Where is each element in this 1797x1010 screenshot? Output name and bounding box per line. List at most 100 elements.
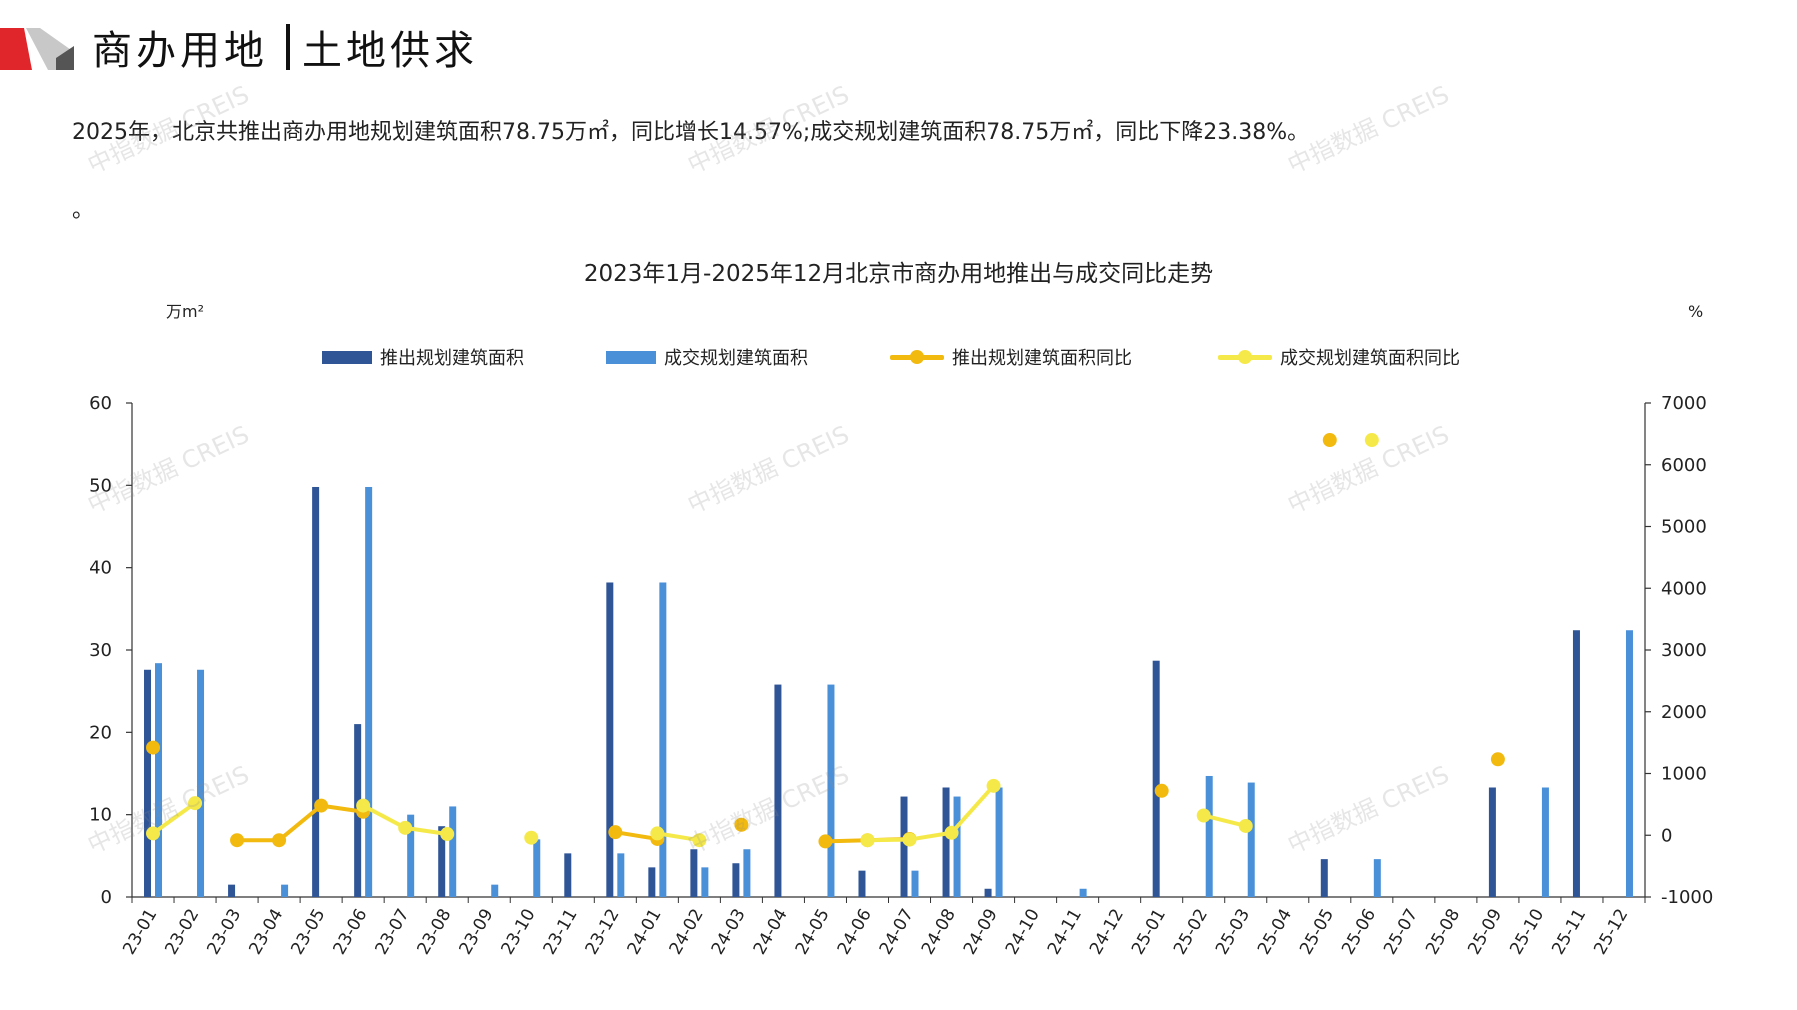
right-axis-tick-label: -1000 <box>1661 887 1713 908</box>
left-axis-tick-label: 0 <box>101 887 112 908</box>
legend-item-launch-yoy: 推出规划建筑面积同比 <box>890 342 1132 372</box>
bar-launch-area <box>1572 630 1580 897</box>
point-launch-yoy <box>818 834 833 849</box>
line-deal-yoy <box>151 801 197 836</box>
x-axis-tick-label: 25-02 <box>1170 906 1212 959</box>
bar-deal-area <box>533 839 541 897</box>
line-deal-yoy <box>867 784 996 843</box>
bar-launch-area <box>438 826 446 897</box>
legend-item-deal-area: 成交规划建筑面积 <box>606 342 808 372</box>
bar-launch-area <box>1152 660 1160 897</box>
x-axis-tick-label: 24-06 <box>834 906 876 959</box>
bar-deal-area <box>1541 787 1549 897</box>
bar-deal-area <box>281 884 289 897</box>
bar-deal-area <box>491 884 499 897</box>
left-axis-tick-label: 30 <box>89 640 112 661</box>
x-axis-tick-label: 23-05 <box>287 906 329 959</box>
line-launch-yoy <box>237 803 364 843</box>
bar-deal-area <box>617 853 625 897</box>
x-axis-tick-label: 23-06 <box>329 906 371 959</box>
x-axis-tick-label: 24-05 <box>792 906 834 959</box>
bar-deal-area <box>953 796 961 897</box>
point-launch-yoy <box>146 740 161 755</box>
bar-deal-area <box>1625 630 1633 897</box>
bar-launch-area <box>1320 859 1328 897</box>
x-axis-tick-label: 24-09 <box>960 906 1002 959</box>
x-axis-tick-label: 24-08 <box>918 906 960 959</box>
x-axis-tick-label: 25-12 <box>1590 906 1632 959</box>
point-launch-yoy <box>314 798 329 813</box>
x-axis-tick-label: 24-12 <box>1086 906 1128 959</box>
bar-launch-area <box>606 582 614 897</box>
bar-deal-area <box>701 867 709 897</box>
x-axis-tick-label: 23-03 <box>203 906 245 959</box>
point-deal-yoy <box>986 778 1001 793</box>
point-launch-yoy <box>734 817 749 832</box>
bar-deal-area <box>1079 888 1087 897</box>
bar-deal-area <box>1373 859 1381 897</box>
point-deal-yoy <box>902 832 917 847</box>
x-axis-tick-label: 23-08 <box>414 906 456 959</box>
point-launch-yoy <box>230 833 245 848</box>
right-axis-tick-label: 6000 <box>1661 455 1707 476</box>
bar-deal-area <box>407 814 415 897</box>
point-deal-yoy <box>440 827 455 842</box>
x-axis-tick-label: 25-11 <box>1548 906 1590 959</box>
line-launch-yoy <box>615 830 658 841</box>
left-axis-tick-label: 40 <box>89 558 112 579</box>
legend-label-deal-area: 成交规划建筑面积 <box>664 348 808 369</box>
x-axis-tick-label: 25-08 <box>1422 906 1464 959</box>
bar-launch-area <box>228 884 236 897</box>
bar-launch-area <box>144 669 152 897</box>
legend-swatch-deal-area <box>606 350 656 364</box>
left-axis-tick-label: 60 <box>89 393 112 414</box>
title-separator <box>286 24 290 70</box>
x-axis-tick-label: 25-10 <box>1506 906 1548 959</box>
bar-launch-area <box>858 870 866 897</box>
point-deal-yoy <box>1238 818 1253 833</box>
point-deal-yoy <box>692 833 707 848</box>
x-axis-tick-label: 25-04 <box>1254 906 1296 959</box>
x-axis-tick-label: 23-07 <box>371 906 413 959</box>
header-red-block <box>0 28 32 70</box>
bar-launch-area <box>774 684 782 897</box>
x-axis-tick-label: 25-07 <box>1380 906 1422 959</box>
header-dark-block <box>56 46 74 70</box>
point-deal-yoy <box>650 826 665 841</box>
x-axis-tick-label: 23-02 <box>161 906 203 959</box>
right-axis-tick-label: 5000 <box>1661 517 1707 538</box>
point-launch-yoy <box>272 833 287 848</box>
legend-label-launch-area: 推出规划建筑面积 <box>380 348 524 369</box>
x-axis-tick-label: 24-07 <box>876 906 918 959</box>
point-launch-yoy <box>1490 752 1505 767</box>
bar-launch-area <box>1488 787 1496 897</box>
x-axis-tick-label: 25-05 <box>1296 906 1338 959</box>
point-launch-yoy <box>1322 433 1337 448</box>
bar-launch-area <box>732 863 740 897</box>
x-axis-tick-label: 25-09 <box>1464 906 1506 959</box>
summary-text: 2025年，北京共推出商办用地规划建筑面积78.75万㎡，同比增长14.57%;… <box>72 120 1310 145</box>
bar-deal-area <box>1247 782 1255 897</box>
point-deal-yoy <box>356 798 371 813</box>
page-subtitle: 土地供求 <box>302 28 478 74</box>
right-axis-tick-label: 0 <box>1661 825 1672 846</box>
x-axis-tick-label: 23-10 <box>498 906 540 959</box>
line-deal-yoy <box>1203 813 1247 828</box>
x-axis-tick-label: 23-01 <box>119 906 161 959</box>
line-deal-yoy <box>657 831 700 843</box>
header-decoration <box>0 28 74 70</box>
x-axis-tick-label: 24-01 <box>624 906 666 959</box>
x-axis-tick-label: 24-02 <box>666 906 708 959</box>
page-title: 商办用地 <box>92 28 268 74</box>
x-axis-tick-label: 23-11 <box>540 906 582 959</box>
x-axis-tick-label: 25-03 <box>1212 906 1254 959</box>
bar-launch-area <box>984 888 992 897</box>
point-deal-yoy <box>398 820 413 835</box>
left-axis-tick-label: 10 <box>89 805 112 826</box>
note-mark: 。 <box>72 198 95 223</box>
point-deal-yoy <box>1196 808 1211 823</box>
x-axis-tick-label: 24-04 <box>750 906 792 959</box>
point-deal-yoy <box>944 825 959 840</box>
point-deal-yoy <box>524 830 539 845</box>
right-axis-tick-label: 7000 <box>1661 393 1707 414</box>
